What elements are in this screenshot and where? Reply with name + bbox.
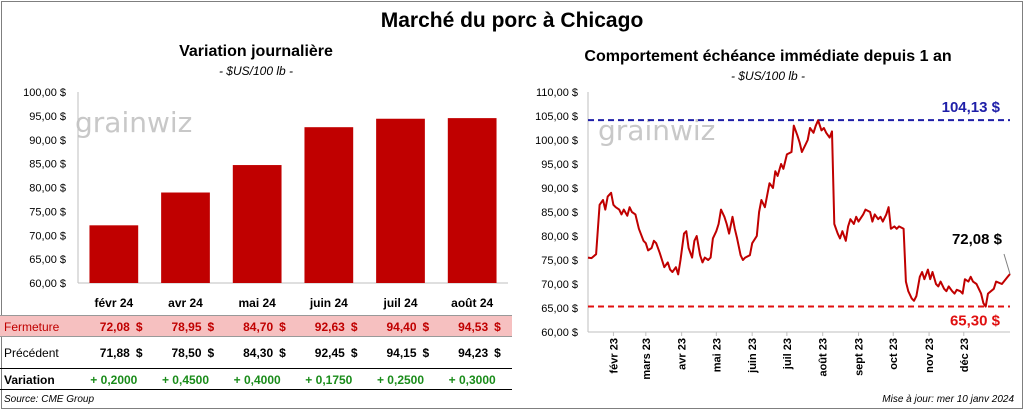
y-tick-label: 60,00 $ (541, 327, 578, 339)
left-chart-subtitle: - $US/100 lb - (218, 64, 294, 78)
y-tick-label: 65,00 $ (29, 254, 66, 266)
variation-value: + 0,2000 (90, 373, 138, 387)
x-tick-label: nov 23 (924, 338, 936, 373)
close-unit: $ (350, 320, 358, 334)
y-tick-label: 80,00 $ (541, 231, 578, 243)
bar (376, 118, 425, 284)
low-value-label: 65,30 $ (950, 313, 1001, 330)
update-note: Mise à jour: mer 10 janv 2024 (882, 394, 1014, 405)
y-tick-label: 70,00 $ (29, 230, 66, 242)
y-tick-label: 70,00 $ (541, 279, 578, 291)
x-tick-label: oct 23 (888, 338, 900, 370)
close-value: 94,40 (386, 320, 417, 334)
prev-value: 84,30 (243, 346, 274, 360)
x-tick-label: avr 24 (168, 296, 203, 310)
bar (89, 225, 139, 283)
prev-value: 94,15 (386, 346, 417, 360)
close-unit: $ (135, 320, 143, 334)
close-unit: $ (494, 320, 501, 334)
close-unit: $ (422, 320, 430, 334)
close-value: 84,70 (243, 320, 274, 334)
y-tick-label: 100,00 $ (535, 135, 578, 147)
prev-unit: $ (135, 346, 143, 360)
prev-unit: $ (494, 346, 501, 360)
variation-label: Variation (4, 373, 55, 387)
y-tick-label: 95,00 $ (29, 111, 66, 123)
bar (232, 165, 282, 283)
price-series-line (587, 119, 1011, 308)
close-unit: $ (279, 320, 286, 334)
right-chart-title: Comportement échéance immédiate depuis 1… (584, 48, 952, 65)
y-tick-label: 85,00 $ (541, 207, 578, 219)
last-value-label: 72,08 $ (952, 231, 1003, 248)
watermark-text: grainwiz (75, 106, 192, 139)
watermark-text: grainwiz (598, 114, 715, 147)
close-label: Fermeture (4, 320, 60, 334)
main-title: Marché du porc à Chicago (380, 9, 644, 32)
close-unit: $ (207, 320, 215, 334)
y-tick-label: 60,00 $ (29, 278, 66, 290)
x-tick-label: mai 24 (238, 296, 276, 310)
x-tick-label: déc 23 (959, 338, 971, 372)
y-tick-label: 90,00 $ (29, 135, 66, 147)
right-chart-subtitle: - $US/100 lb - (730, 69, 806, 83)
last-value-leader (1003, 253, 1011, 275)
y-tick-label: 75,00 $ (29, 206, 66, 218)
variation-value: + 0,3000 (448, 373, 496, 387)
left-chart-title: Variation journalière (179, 43, 333, 60)
y-tick-label: 85,00 $ (29, 159, 66, 171)
source-note: Source: CME Group (4, 394, 95, 405)
x-tick-label: août 24 (451, 296, 493, 310)
bar (447, 118, 497, 283)
left-bar-chart: grainwiz 60,00 $ 65,00 $ 70,00 $ 75,00 $ 80,0… (23, 87, 508, 310)
table-row-variation: Variation + 0,2000 + 0,4500 + 0,4000 + 0,17… (0, 368, 512, 390)
variation-value: + 0,2500 (376, 373, 425, 387)
x-tick-label: juil 24 (382, 296, 417, 310)
y-tick-label: 90,00 $ (541, 183, 578, 195)
x-tick-label: juin 24 (309, 296, 348, 310)
close-value: 92,63 (314, 320, 345, 334)
prev-unit: $ (207, 346, 215, 360)
x-tick-label: juil 23 (782, 338, 794, 370)
y-tick-label: 75,00 $ (541, 255, 578, 267)
x-tick-label: févr 24 (94, 296, 133, 310)
variation-value: + 0,4000 (233, 373, 281, 387)
previous-label: Précédent (4, 346, 59, 360)
right-line-chart: grainwiz 60,00 $ 65,00 $ 70,00 $ 75,00 $ 80,0… (535, 87, 1011, 380)
y-tick-label: 80,00 $ (29, 183, 66, 195)
table-row-close: Fermeture 72,08 $78,95 $84,70 $92,63 $94,40 $… (0, 315, 512, 337)
prev-value: 92,45 (314, 346, 345, 360)
x-tick-label: mars 23 (641, 338, 653, 380)
high-value-label: 104,13 $ (942, 99, 1001, 116)
prev-value: 94,23 (458, 346, 489, 360)
x-tick-label: juin 23 (747, 338, 759, 374)
y-tick-label: 110,00 $ (536, 87, 578, 99)
prev-unit: $ (350, 346, 358, 360)
y-tick-label: 95,00 $ (541, 159, 578, 171)
prev-value: 71,88 (99, 346, 130, 360)
variation-value: + 0,1750 (305, 373, 353, 387)
x-tick-label: août 23 (818, 338, 830, 377)
prev-unit: $ (279, 346, 286, 360)
close-value: 94,53 (458, 320, 489, 334)
close-value: 72,08 (99, 320, 130, 334)
prev-value: 78,50 (171, 346, 202, 360)
x-tick-label: sept 23 (854, 338, 866, 376)
y-tick-label: 65,00 $ (541, 303, 578, 315)
x-tick-label: avr 23 (677, 338, 689, 370)
variation-value: + 0,4500 (161, 373, 210, 387)
y-tick-label: 100,00 $ (23, 87, 66, 99)
y-tick-label: 105,00 $ (535, 111, 578, 123)
x-tick-label: févr 23 (608, 338, 620, 373)
prev-unit: $ (422, 346, 430, 360)
x-tick-label: mai 23 (711, 338, 723, 372)
table-row-previous: Précédent 71,88 $78,50 $84,30 $92,45 $94,15 $… (0, 342, 512, 364)
bar (161, 192, 210, 283)
bar (304, 127, 354, 284)
close-value: 78,95 (171, 320, 202, 334)
